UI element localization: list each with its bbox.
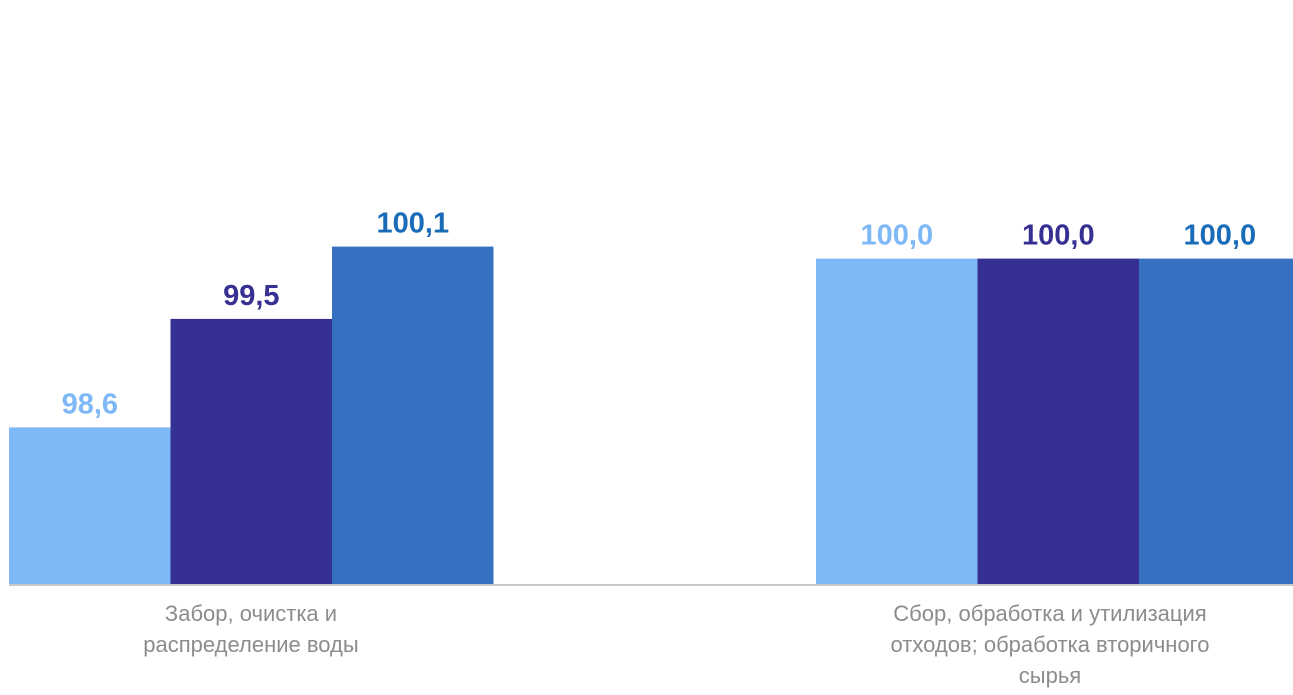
value-label-s3-c2: 100,0	[1184, 220, 1257, 252]
value-label-s2-c1: 99,5	[223, 280, 279, 312]
category-label-1-line-2: распределение воды	[143, 632, 358, 657]
bar-s2-c2	[977, 258, 1139, 584]
value-label-s1-c1: 98,6	[62, 388, 118, 420]
bar-s3-c1	[332, 246, 494, 584]
bar-s2-c1	[170, 318, 332, 584]
bar-s3-c2	[1139, 258, 1293, 584]
bar-s1-c1	[9, 427, 171, 584]
category-label-2-line-3: сырья	[1019, 663, 1081, 688]
category-label-1: Забор, очистка и распределение воды	[143, 601, 358, 657]
category-label-2-line-2: отходов; обработка вторичного	[891, 632, 1210, 657]
bar-s1-c2	[816, 258, 978, 584]
value-label-s2-c2: 100,0	[1022, 220, 1095, 252]
category-label-2-line-1: Сбор, обработка и утилизация	[893, 601, 1206, 626]
category-label-2: Сбор, обработка и утилизация отходов; обр…	[891, 601, 1210, 688]
value-label-s3-c1: 100,1	[377, 208, 450, 240]
value-labels-group: 98,6 100,0 99,5 100,0 100,1 100,0	[62, 208, 1257, 421]
bars-group	[9, 246, 1293, 584]
category-labels-group: Забор, очистка и распределение воды Сбор, …	[143, 601, 1209, 688]
value-label-s1-c2: 100,0	[861, 220, 934, 252]
category-label-1-line-1: Забор, очистка и	[165, 601, 337, 626]
